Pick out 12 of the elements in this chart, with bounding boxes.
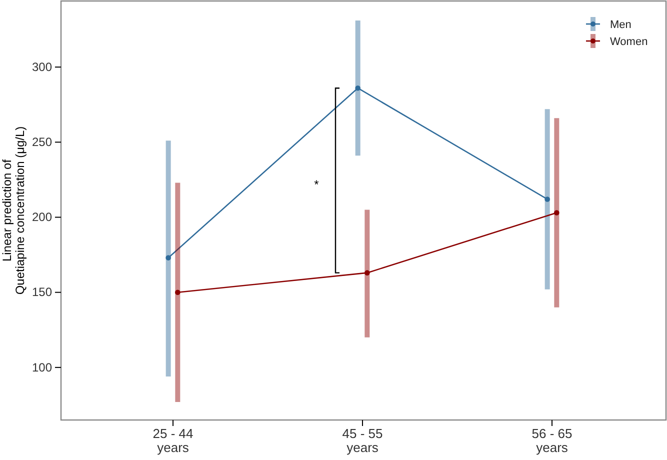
y-tick-label: 150 bbox=[32, 285, 52, 300]
y-tick-label: 100 bbox=[32, 360, 52, 374]
legend-label: Women bbox=[610, 36, 648, 48]
y-axis-title: Linear prediction of Quetiapine concentration (μg/L) bbox=[0, 126, 27, 295]
legend-label: Men bbox=[610, 19, 632, 31]
x-tick-label: 45 - 55 years bbox=[342, 426, 383, 455]
y-tick-label: 200 bbox=[32, 210, 52, 224]
y-tick-label: 250 bbox=[32, 135, 52, 150]
x-tick-label: 56 - 65 years bbox=[532, 426, 572, 455]
y-tick-label: 300 bbox=[32, 60, 52, 74]
annotation: * bbox=[314, 177, 320, 192]
x-tick-label: 25 - 44 years bbox=[152, 426, 194, 455]
